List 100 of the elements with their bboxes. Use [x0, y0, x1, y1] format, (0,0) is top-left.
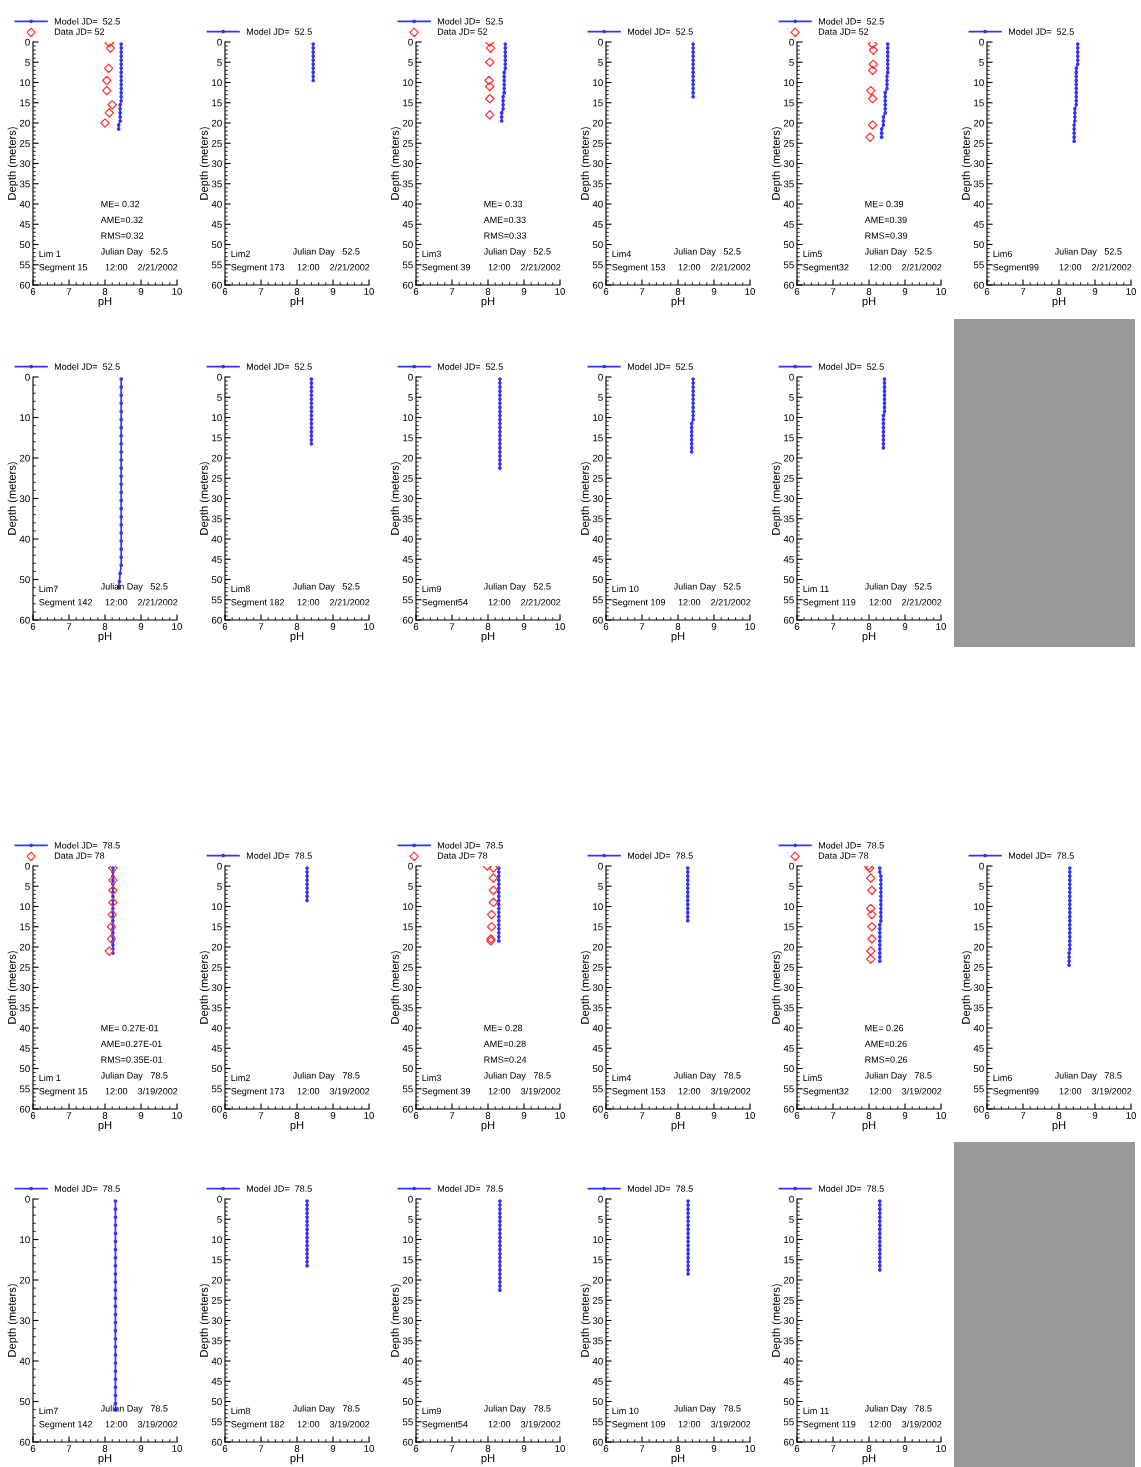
- y-tick-label: 25: [973, 963, 984, 971]
- y-tick-label: 20: [592, 119, 603, 127]
- annotation: Julian Day 78.5: [864, 1071, 932, 1081]
- y-axis-title: Depth (meters): [580, 127, 592, 200]
- x-tick-label: 7: [258, 288, 264, 295]
- y-tick-label: 35: [402, 515, 413, 523]
- y-tick-label: 20: [973, 943, 984, 951]
- y-tick-label: 10: [212, 1236, 222, 1244]
- legend-label: Model JD= 78.5: [437, 1185, 503, 1192]
- y-axis-title: Depth (meters): [7, 127, 19, 200]
- y-tick-label: 55: [402, 261, 413, 269]
- annotation: AME=0.26: [864, 1040, 907, 1048]
- y-tick-label: 45: [402, 221, 413, 228]
- y-tick-label: 35: [973, 180, 984, 188]
- y-tick-label: 60: [402, 1105, 413, 1113]
- annotation: Julian Day 78.5: [1054, 1071, 1122, 1081]
- annotation: 12:00 2/21/2002: [1059, 263, 1132, 271]
- y-tick-label: 35: [211, 180, 222, 188]
- y-axis-title: Depth (meters): [7, 951, 19, 1024]
- annotation: Segment32: [803, 264, 849, 273]
- legend-label: Model JD= 78.5: [54, 1185, 120, 1192]
- annotation: Lim 1: [39, 250, 61, 257]
- x-axis-title: pH: [98, 297, 112, 308]
- x-tick-label: 8: [485, 1112, 491, 1119]
- x-tick-label: 9: [1092, 1112, 1098, 1119]
- x-tick-label: 6: [30, 1112, 36, 1119]
- y-tick-label: 10: [403, 1236, 413, 1244]
- annotation: Julian Day 52.5: [292, 247, 360, 257]
- annotation: Lim 11: [803, 1407, 829, 1414]
- y-tick-label: 15: [20, 99, 30, 107]
- annotation: 12:00 3/19/2002: [869, 1087, 942, 1095]
- annotation: RMS=0.24: [484, 1056, 527, 1063]
- y-tick-label: 55: [19, 261, 30, 269]
- y-tick-label: 45: [592, 1378, 603, 1385]
- y-tick-label: 30: [211, 495, 222, 503]
- y-tick-label: 45: [592, 221, 603, 228]
- y-tick-label: 45: [783, 1045, 794, 1052]
- y-tick-label: 25: [402, 963, 413, 971]
- annotation: Julian Day 52.5: [100, 247, 168, 257]
- x-tick-label: 7: [1020, 288, 1026, 295]
- annotation: Lim2: [231, 250, 250, 257]
- y-tick-label: 30: [783, 984, 794, 992]
- annotation: Julian Day 78.5: [292, 1071, 360, 1081]
- y-tick-label: 35: [783, 1337, 794, 1345]
- y-tick-label: 60: [211, 281, 222, 289]
- annotation: Julian Day 52.5: [864, 582, 932, 592]
- y-tick-label: 55: [783, 596, 794, 604]
- y-tick-label: 50: [592, 576, 603, 584]
- legend-label: Model JD= 52.5: [818, 17, 884, 25]
- x-tick-label: 9: [711, 1112, 717, 1119]
- y-tick-label: 45: [402, 1045, 413, 1052]
- y-tick-label: 40: [211, 200, 222, 208]
- annotation: 12:00 3/19/2002: [488, 1420, 561, 1428]
- x-tick-label: 9: [521, 288, 527, 295]
- annotation: AME=0.32: [100, 216, 143, 224]
- y-tick-label: 20: [211, 943, 222, 951]
- x-tick-label: 10: [555, 623, 566, 630]
- y-tick-label: 0: [408, 38, 413, 46]
- y-tick-label: 0: [217, 373, 222, 381]
- y-tick-label: 50: [973, 241, 984, 249]
- x-tick-label: 6: [222, 288, 228, 295]
- y-tick-label: 20: [783, 119, 794, 127]
- y-tick-label: 40: [592, 535, 603, 543]
- x-tick-label: 10: [936, 1445, 947, 1452]
- y-tick-label: 30: [19, 984, 30, 992]
- legend-label: Model JD= 52.5: [54, 17, 120, 25]
- y-tick-label: 50: [211, 1398, 222, 1406]
- x-tick-label: 7: [830, 1112, 836, 1119]
- y-tick-label: 35: [783, 180, 794, 188]
- y-tick-label: 30: [402, 1317, 413, 1325]
- x-tick-label: 7: [258, 623, 264, 630]
- y-tick-label: 35: [592, 515, 603, 523]
- y-tick-label: 0: [789, 373, 794, 381]
- annotation: Lim4: [612, 1074, 632, 1081]
- x-tick-label: 8: [485, 288, 491, 295]
- y-tick-label: 5: [217, 1216, 222, 1223]
- y-tick-label: 60: [19, 1438, 30, 1446]
- annotation: RMS=0.26: [865, 1056, 908, 1063]
- annotation: Julian Day 52.5: [673, 247, 741, 257]
- y-axis-title: Depth (meters): [199, 951, 211, 1024]
- x-tick-label: 6: [30, 288, 36, 295]
- y-tick-label: 30: [19, 160, 30, 168]
- x-tick-label: 7: [258, 1112, 264, 1119]
- annotation: 12:00 2/21/2002: [297, 598, 370, 606]
- x-tick-label: 6: [984, 1112, 990, 1119]
- x-tick-label: 6: [603, 623, 609, 630]
- x-axis-title: pH: [98, 1454, 112, 1465]
- annotation: Lim6: [993, 1074, 1012, 1082]
- x-tick-label: 9: [330, 623, 336, 630]
- y-tick-label: 55: [402, 596, 413, 604]
- y-tick-label: 10: [212, 903, 222, 911]
- y-tick-label: 40: [973, 1024, 984, 1032]
- legend-label: Model JD= 78.5: [437, 841, 503, 849]
- y-tick-label: 15: [212, 434, 222, 442]
- y-tick-label: 60: [783, 281, 794, 289]
- annotation: ME= 0.28: [484, 1024, 523, 1032]
- legend-label: Data JD= 52: [54, 28, 105, 35]
- annotation: 12:00 2/21/2002: [869, 598, 942, 606]
- y-tick-label: 0: [598, 38, 603, 46]
- x-axis-title: pH: [98, 1121, 112, 1132]
